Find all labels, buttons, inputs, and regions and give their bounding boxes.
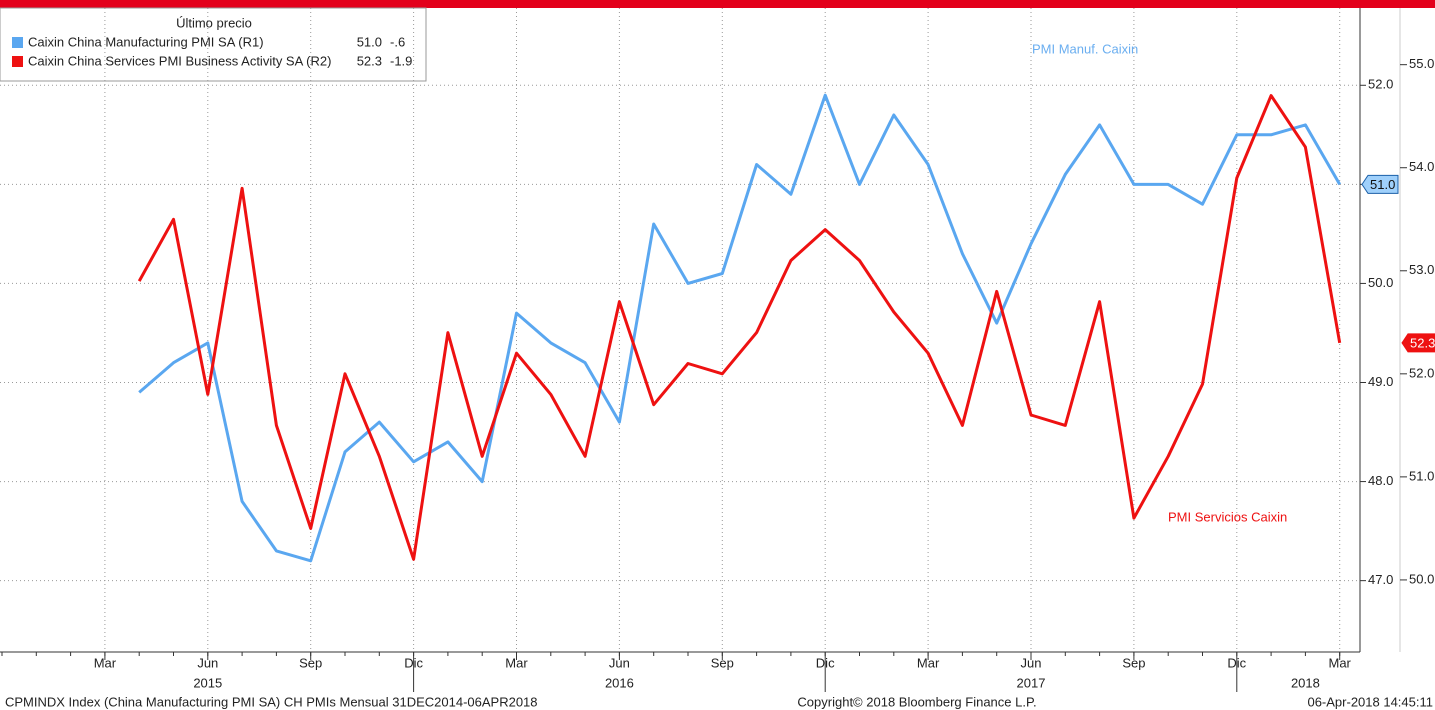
year-label: 2017	[1017, 675, 1046, 690]
legend-last: 52.3	[357, 53, 382, 68]
legend-change: -.6	[390, 34, 405, 49]
legend-box	[0, 7, 427, 82]
y-tick-label: 50.0	[1368, 275, 1393, 290]
price-tag-label: 51.0	[1370, 177, 1395, 192]
x-tick-label: Sep	[711, 655, 734, 670]
y-tick-label: 52.0	[1368, 77, 1393, 92]
footer-text: Copyright© 2018 Bloomberg Finance L.P.	[797, 694, 1036, 709]
legend-label: Caixin China Services PMI Business Activ…	[28, 53, 331, 68]
y2-tick-label: 53.0	[1409, 262, 1434, 277]
footer-text: 06-Apr-2018 14:45:11	[1307, 694, 1433, 709]
y2-tick-label: 54.0	[1409, 159, 1434, 174]
annotation: PMI Servicios Caixin	[1168, 509, 1287, 524]
legend-last: 51.0	[357, 34, 382, 49]
x-tick-label: Mar	[1329, 655, 1352, 670]
y2-tick-label: 52.0	[1409, 365, 1434, 380]
year-label: 2015	[193, 675, 222, 690]
x-tick-label: Sep	[299, 655, 322, 670]
series-line	[137, 94, 1342, 561]
x-tick-label: Mar	[917, 655, 940, 670]
x-tick-label: Sep	[1122, 655, 1145, 670]
annotation: PMI Manuf. Caixin	[1032, 41, 1138, 56]
y2-tick-label: 51.0	[1409, 468, 1434, 483]
legend-title: Último precio	[176, 15, 252, 30]
year-label: 2018	[1291, 675, 1320, 690]
y2-tick-label: 50.0	[1409, 571, 1434, 586]
x-tick-label: Jun	[609, 655, 630, 670]
year-label: 2016	[605, 675, 634, 690]
x-tick-label: Mar	[94, 655, 117, 670]
y-tick-label: 49.0	[1368, 374, 1393, 389]
top-band	[0, 0, 1435, 8]
x-tick-label: Mar	[505, 655, 528, 670]
x-tick-label: Jun	[197, 655, 218, 670]
footer-text: CPMINDX Index (China Manufacturing PMI S…	[5, 694, 538, 709]
x-tick-label: Dic	[1227, 655, 1246, 670]
legend-label: Caixin China Manufacturing PMI SA (R1)	[28, 34, 264, 49]
legend: Último precio Caixin China Manufacturing…	[0, 7, 427, 82]
price-tag	[1401, 333, 1435, 353]
legend-change: -1.9	[390, 53, 412, 68]
x-tick-label: Dic	[816, 655, 835, 670]
y2-tick-label: 55.0	[1409, 56, 1434, 71]
legend-swatch	[12, 37, 23, 48]
y-tick-label: 48.0	[1368, 473, 1393, 488]
y-tick-label: 47.0	[1368, 572, 1393, 587]
x-tick-label: Dic	[404, 655, 423, 670]
price-tag-label: 52.3	[1410, 335, 1435, 350]
price-tag	[1361, 174, 1399, 194]
legend-swatch	[12, 56, 23, 67]
series-line	[138, 93, 1341, 563]
x-tick-label: Jun	[1021, 655, 1042, 670]
